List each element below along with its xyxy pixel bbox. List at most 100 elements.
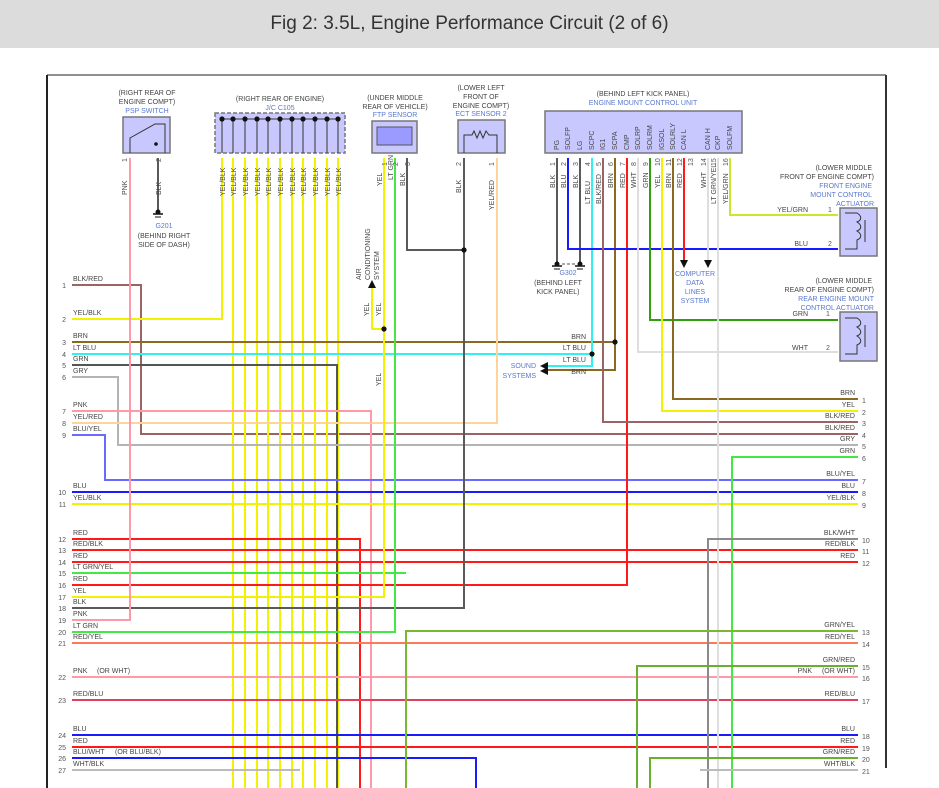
ecu-wire-label: WHT — [631, 171, 638, 188]
ecu-wire-label: GRN — [643, 172, 650, 188]
ecu-pin-name: CAN L — [681, 129, 688, 150]
left-wire-label: RED/BLK — [73, 541, 103, 548]
label: LT BLU — [563, 345, 586, 352]
right-wire-label: YEL/BLK — [827, 495, 856, 502]
left-wire-label: GRN — [73, 356, 89, 363]
left-wire-label: RED — [73, 553, 88, 560]
jc-wire-label: YEL/BLK — [243, 167, 250, 196]
right-pin-number: 5 — [862, 444, 866, 451]
label: ENGINE COMPT) — [453, 103, 509, 110]
label: 1 — [826, 311, 830, 318]
ecu-pin-number: 13 — [688, 158, 695, 166]
label: BLU — [794, 241, 808, 248]
ecu-wire-label: RED — [620, 173, 627, 188]
left-wire-label: PNK — [73, 611, 88, 618]
ecu-pin-number: 14 — [701, 158, 708, 166]
ecu-pin-name: IG1 — [600, 139, 607, 150]
ecu-pin-number: 16 — [723, 158, 730, 166]
splice-dot — [289, 116, 295, 122]
left-wire-label: BLU/WHT — [73, 749, 105, 756]
data-arrow-icon — [704, 260, 712, 268]
left-wire-label: RED/YEL — [73, 634, 103, 641]
right-pin-number: 15 — [862, 665, 870, 672]
label: (UNDER MIDDLE — [367, 95, 423, 102]
label: G302 — [559, 270, 576, 277]
right-wire-label: GRN/YEL — [824, 622, 855, 629]
left-pin-number: 22 — [58, 675, 66, 682]
ecu-pin-name: PG — [554, 140, 561, 150]
label: 2 — [456, 162, 463, 166]
splice-dot — [230, 116, 236, 122]
left-wire-label: WHT/BLK — [73, 761, 104, 768]
left-pin-number: 25 — [58, 745, 66, 752]
label: YEL — [377, 173, 384, 186]
left-pin-number: 1 — [62, 283, 66, 290]
right-pin-number: 2 — [862, 410, 866, 417]
right-pin-number: 4 — [862, 433, 866, 440]
ecu-wire-label: YEL — [655, 175, 662, 188]
left-pin-number: 4 — [62, 352, 66, 359]
ecu-wire-label: BLK — [550, 174, 557, 188]
ac-arrow-icon — [368, 280, 376, 288]
sound-arrow-icon — [540, 367, 548, 375]
right-wire-label: BLU/YEL — [826, 471, 855, 478]
coil-icon — [845, 212, 862, 250]
label: YEL/GRN — [777, 207, 808, 214]
right-wire-label: GRN/RED — [823, 749, 855, 756]
label: YEL — [376, 303, 383, 316]
label: REAR OF ENGINE COMPT) — [785, 287, 874, 294]
left-pin-number: 21 — [58, 641, 66, 648]
label: ENGINE MOUNT CONTROL UNIT — [589, 100, 698, 107]
ecu-pin-number: 2 — [561, 162, 568, 166]
left-wire-label: BLU — [73, 726, 87, 733]
label: ECT SENSOR 2 — [455, 111, 506, 118]
ecu-pin-number: 12 — [677, 158, 684, 166]
label: COMPUTER — [675, 271, 715, 278]
label: LT GRN — [388, 155, 395, 180]
left-pin-number: 14 — [58, 560, 66, 567]
left-wire-note: (OR WHT) — [97, 668, 130, 675]
wire — [672, 158, 858, 400]
splice-dot — [265, 116, 271, 122]
jc-wire-label: YEL/BLK — [231, 167, 238, 196]
wire — [72, 757, 477, 788]
wire — [72, 284, 858, 435]
label: 1 — [382, 162, 389, 166]
right-wire-label: BLU — [841, 726, 855, 733]
psp-switch — [122, 116, 171, 154]
left-pin-number: 17 — [58, 595, 66, 602]
ecu-pin-number: 9 — [643, 162, 650, 166]
splice-dot — [242, 116, 248, 122]
right-pin-number: 21 — [862, 769, 870, 776]
wire — [371, 284, 384, 330]
left-pin-number: 16 — [58, 583, 66, 590]
label: LINES — [685, 289, 706, 296]
ecu-pin-name: SCPA — [612, 131, 619, 150]
right-wire-label: BLK/RED — [825, 425, 855, 432]
splice-dot — [461, 247, 467, 253]
label: (RIGHT REAR OF ENGINE) — [236, 96, 324, 103]
ecu-pin-name: SOLFM — [727, 126, 734, 150]
right-pin-number: 19 — [862, 746, 870, 753]
ground-icon — [577, 261, 583, 267]
label: ENGINE COMPT) — [119, 99, 175, 106]
left-pin-number: 10 — [58, 490, 66, 497]
label: FTP SENSOR — [373, 112, 418, 119]
label: WHT — [792, 345, 809, 352]
left-pin-number: 13 — [58, 548, 66, 555]
label: REAR OF VEHICLE) — [362, 104, 427, 111]
left-pin-number: 27 — [58, 768, 66, 775]
label: (BEHIND RIGHT — [138, 233, 191, 240]
ecu-pin-name: IGSOL — [659, 128, 666, 150]
switch-contact — [154, 142, 158, 146]
wire — [72, 158, 628, 586]
label: 2 — [826, 345, 830, 352]
label: MOUNT CONTROL — [810, 192, 872, 199]
splice-dot — [589, 351, 595, 357]
left-wire-note: (OR BLU/BLK) — [115, 749, 161, 756]
left-pin-number: 15 — [58, 571, 66, 578]
left-wire-label: YEL/BLK — [73, 310, 102, 317]
wire — [405, 630, 858, 788]
left-pin-number: 11 — [59, 502, 66, 509]
coil-icon — [845, 317, 862, 355]
